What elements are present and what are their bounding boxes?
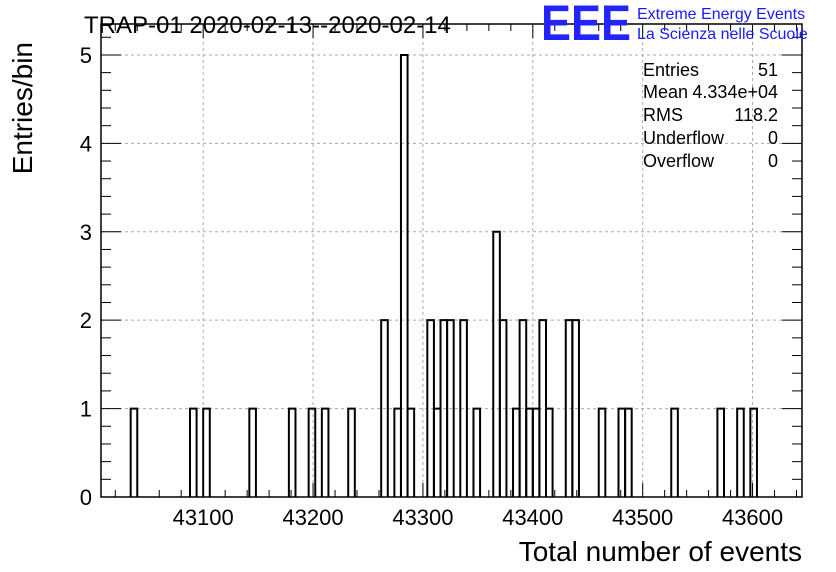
histogram-bin-7 xyxy=(347,407,356,497)
histogram-bin-5 xyxy=(307,407,317,497)
plot-frame xyxy=(100,23,803,498)
stat-mean-value: 4.334e+04 xyxy=(692,82,778,102)
y-tick-label-3: 3 xyxy=(80,220,92,245)
histogram-bin-3 xyxy=(248,407,257,497)
tick-labels: 43100 43200 43300 43400 43500 43600 0 1 2 3 4 5 xyxy=(80,43,783,530)
histogram-bin-32 xyxy=(716,407,725,497)
stats-box: Entries 51 Mean 4.334e+04 RMS 118.2 Unde… xyxy=(643,60,778,171)
x-tick-label-43300: 43300 xyxy=(392,505,453,530)
stat-rms-value: 118.2 xyxy=(734,105,778,125)
histogram-bin-27 xyxy=(571,319,580,497)
histogram-bin-34 xyxy=(749,407,758,497)
histogram-bin-17 xyxy=(472,407,482,497)
y-tick-label-1: 1 xyxy=(80,397,92,422)
stat-rms-label: RMS xyxy=(643,105,683,125)
histogram-bin-15 xyxy=(446,319,455,497)
histogram-bin-6 xyxy=(320,407,330,497)
x-tick-label-43600: 43600 xyxy=(722,505,783,530)
x-tick-label-43500: 43500 xyxy=(612,505,673,530)
stat-underflow-value: 0 xyxy=(768,128,778,148)
histogram-bin-0 xyxy=(129,407,139,497)
histogram-bars xyxy=(129,53,758,497)
y-axis-title: Entries/bin xyxy=(7,42,38,174)
histogram-bin-28 xyxy=(597,407,607,497)
y-tick-label-4: 4 xyxy=(80,131,92,156)
y-tick-label-2: 2 xyxy=(80,308,92,333)
histogram-bin-10 xyxy=(399,53,409,497)
chart-title: TRAP-01 2020-02-13--2020-02-14 xyxy=(84,12,451,39)
stat-entries-value: 51 xyxy=(758,60,778,80)
x-tick-label-43100: 43100 xyxy=(173,505,234,530)
eee-logo: EEE Extreme Energy Events La Scienza nel… xyxy=(541,0,808,51)
histogram-bin-8 xyxy=(380,319,389,497)
x-tick-label-43400: 43400 xyxy=(502,505,563,530)
stat-underflow-label: Underflow xyxy=(643,128,725,148)
axis-ticks xyxy=(101,24,802,498)
histogram-bin-25 xyxy=(544,407,554,497)
x-tick-label-43200: 43200 xyxy=(282,505,343,530)
stat-entries-label: Entries xyxy=(643,60,699,80)
histogram-bin-2 xyxy=(202,407,211,497)
logo-mark: EEE xyxy=(541,0,631,51)
histogram-bin-31 xyxy=(670,407,679,497)
x-axis-title: Total number of events xyxy=(519,536,802,567)
histogram-bin-4 xyxy=(287,407,297,497)
stat-overflow-value: 0 xyxy=(768,151,778,171)
histogram-bin-1 xyxy=(188,407,198,497)
logo-line-1: Extreme Energy Events xyxy=(637,6,805,23)
histogram-bin-30 xyxy=(624,407,633,497)
histogram-bin-11 xyxy=(406,407,416,497)
histogram-bin-19 xyxy=(498,319,508,497)
stat-overflow-label: Overflow xyxy=(643,151,715,171)
y-tick-label-0: 0 xyxy=(80,485,92,510)
histogram-bin-16 xyxy=(459,319,468,497)
histogram-bin-33 xyxy=(736,407,745,497)
stat-mean-label: Mean xyxy=(643,82,688,102)
logo-line-2: La Scienza nelle Scuole xyxy=(637,26,808,43)
y-tick-label-5: 5 xyxy=(80,43,92,68)
